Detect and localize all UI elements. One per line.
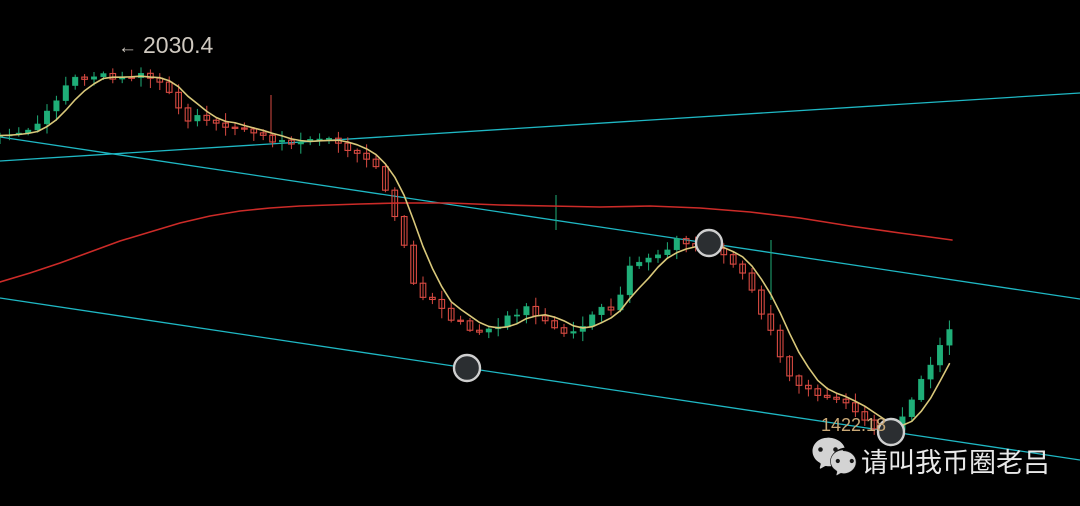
svg-text:请叫我币圈老吕: 请叫我币圈老吕 [861,448,1050,478]
svg-text:2030.4: 2030.4 [143,32,214,58]
svg-text:1422.18: 1422.18 [821,415,886,435]
svg-text:←: ← [118,37,137,58]
